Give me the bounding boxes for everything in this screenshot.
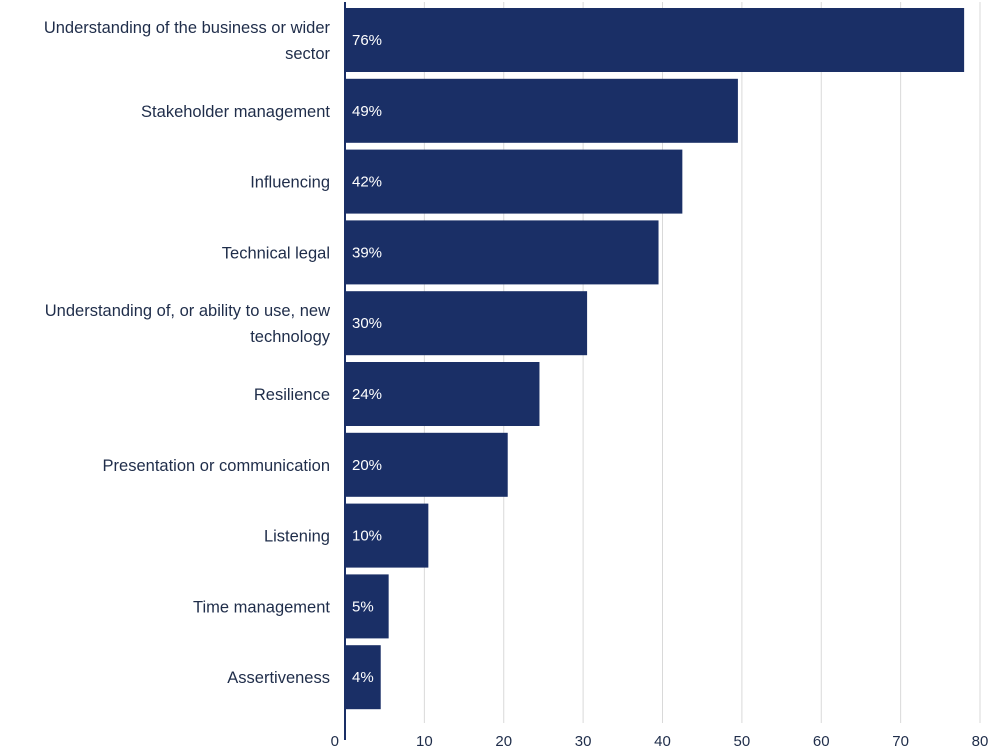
data-label-2: 42% — [352, 174, 382, 191]
x-tick-label-80: 80 — [972, 733, 989, 750]
category-label-5: Resilience — [254, 386, 330, 404]
data-label-6: 20% — [352, 457, 382, 474]
x-axis-ticks: 0 10 20 30 40 50 60 70 80 — [331, 733, 989, 750]
data-label-9: 4% — [352, 669, 374, 686]
bar-2 — [345, 149, 683, 214]
category-label-1: Stakeholder management — [141, 103, 330, 121]
bar-8 — [345, 574, 389, 639]
category-label-6: Presentation or communication — [103, 457, 330, 475]
bar-6 — [345, 432, 508, 497]
data-label-3: 39% — [352, 244, 382, 261]
x-tick-label-10: 10 — [416, 733, 433, 750]
bars — [345, 8, 965, 710]
category-label-4: Understanding of, or ability to use, new… — [45, 302, 331, 346]
data-label-7: 10% — [352, 528, 382, 545]
bar-7 — [345, 503, 429, 568]
data-label-4: 30% — [352, 315, 382, 332]
bar-3 — [345, 220, 659, 285]
data-label-8: 5% — [352, 598, 374, 615]
category-label-3: Technical legal — [222, 244, 330, 262]
x-tick-label-40: 40 — [654, 733, 671, 750]
data-labels: 76% 49% 42% 39% 30% 24% 20% 10% 5% 4% — [352, 32, 382, 686]
bar-9 — [345, 645, 381, 710]
x-tick-label-30: 30 — [575, 733, 592, 750]
bar-5 — [345, 362, 540, 426]
x-tick-label-0: 0 — [331, 733, 339, 750]
category-label-8: Time management — [193, 598, 330, 616]
category-label-0: Understanding of the business or wider se… — [44, 19, 331, 63]
category-label-7: Listening — [264, 528, 330, 546]
data-label-0: 76% — [352, 32, 382, 49]
category-label-2: Influencing — [250, 174, 330, 192]
x-tick-label-60: 60 — [813, 733, 830, 750]
category-label-9: Assertiveness — [227, 669, 330, 687]
bar-4 — [345, 291, 588, 356]
category-labels: Understanding of the business or wider se… — [44, 19, 331, 687]
bar-0 — [345, 8, 965, 72]
bar-1 — [345, 78, 738, 143]
x-tick-label-20: 20 — [495, 733, 512, 750]
x-tick-label-50: 50 — [734, 733, 751, 750]
x-tick-label-70: 70 — [892, 733, 909, 750]
data-label-5: 24% — [352, 386, 382, 403]
data-label-1: 49% — [352, 103, 382, 120]
